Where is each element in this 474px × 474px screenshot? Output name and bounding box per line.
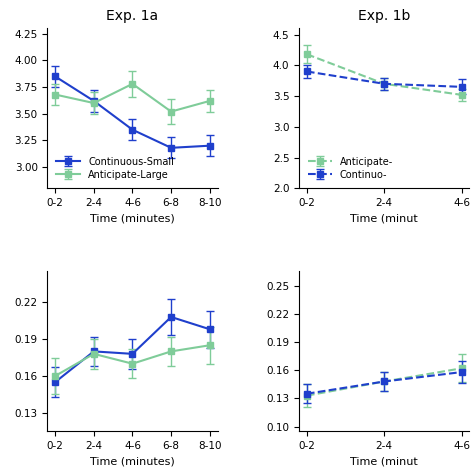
Legend: Continuous-Small, Anticipate-Large: Continuous-Small, Anticipate-Large: [52, 153, 178, 183]
Title: Exp. 1b: Exp. 1b: [358, 9, 410, 23]
X-axis label: Time (minutes): Time (minutes): [90, 214, 175, 224]
X-axis label: Time (minut: Time (minut: [350, 214, 418, 224]
Legend: Anticipate-, Continuo-: Anticipate-, Continuo-: [304, 153, 397, 183]
X-axis label: Time (minutes): Time (minutes): [90, 456, 175, 466]
Title: Exp. 1a: Exp. 1a: [106, 9, 158, 23]
X-axis label: Time (minut: Time (minut: [350, 456, 418, 466]
